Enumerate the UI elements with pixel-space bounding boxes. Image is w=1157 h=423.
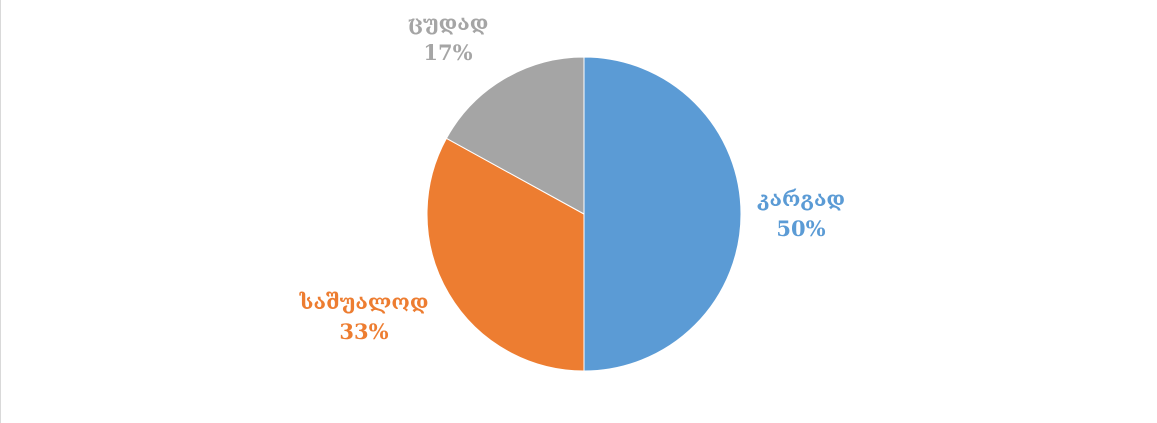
data-label-category-average: საშუალოდ	[299, 289, 429, 314]
data-label-percent-average: 33%	[339, 319, 388, 344]
data-label-category-bad: ცუდად	[408, 10, 489, 35]
data-label-category-good: კარგად	[757, 186, 845, 211]
pie-slice-good	[583, 56, 742, 372]
data-label-percent-bad: 17%	[423, 40, 472, 65]
pie-slice-average	[426, 137, 585, 372]
pie-slice-bad	[445, 56, 585, 215]
data-label-percent-good: 50%	[776, 216, 825, 241]
